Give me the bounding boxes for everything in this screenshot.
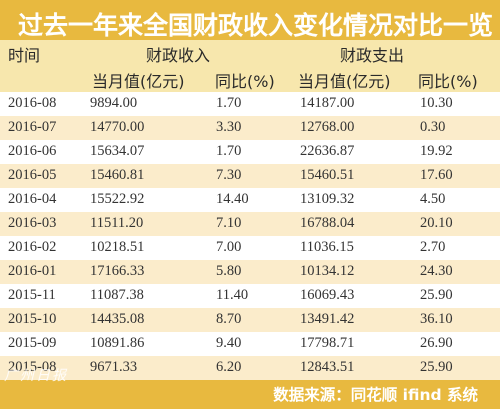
cell-rev-yoy: 8.70 [216,311,242,327]
cell-rev-yoy: 6.20 [216,359,242,375]
header-expenditure-group: 财政支出 [340,46,405,65]
cell-rev: 15522.92 [90,191,145,207]
cell-exp: 14187.00 [300,95,355,111]
cell-rev: 17166.33 [90,263,145,279]
cell-rev: 9894.00 [90,95,138,111]
cell-exp: 16069.43 [300,287,355,303]
header-revenue-group: 财政收入 [146,46,211,65]
table-row: 2016-06 15634.07 1.70 22636.87 19.92 [0,140,500,164]
cell-time: 2016-04 [8,191,57,207]
cell-time: 2016-02 [8,239,57,255]
cell-rev-yoy: 7.30 [216,167,242,183]
cell-exp-yoy: 19.92 [420,143,453,159]
cell-rev: 15460.81 [90,167,145,183]
data-source: 数据来源：同花顺 ifind 系统 [273,386,478,404]
cell-exp: 16788.04 [300,215,355,231]
cell-rev: 14770.00 [90,119,145,135]
table-row: 2016-03 11511.20 7.10 16788.04 20.10 [0,212,500,236]
cell-rev-yoy: 7.10 [216,215,242,231]
table-row: 2015-08 9671.33 6.20 12843.51 25.90 [0,356,500,380]
cell-rev-yoy: 7.00 [216,239,242,255]
table-row: 2016-05 15460.81 7.30 15460.51 17.60 [0,164,500,188]
table-row: 2016-08 9894.00 1.70 14187.00 10.30 [0,92,500,116]
header-expenditure-yoy: 同比(%) [418,72,478,91]
cell-exp-yoy: 20.10 [420,215,453,231]
table-row: 2015-09 10891.86 9.40 17798.71 26.90 [0,332,500,356]
cell-exp-yoy: 25.90 [420,287,453,303]
cell-rev: 11511.20 [90,215,144,231]
cell-exp: 13109.32 [300,191,355,207]
cell-exp: 10134.12 [300,263,355,279]
cell-exp-yoy: 2.70 [420,239,446,255]
cell-time: 2015-10 [8,311,57,327]
cell-exp-yoy: 4.50 [420,191,446,207]
title-banner [0,0,500,40]
header-time: 时间 [8,46,41,65]
table-row: 2015-10 14435.08 8.70 13491.42 36.10 [0,308,500,332]
cell-rev: 10891.86 [90,335,145,351]
cell-time: 2016-05 [8,167,57,183]
cell-rev: 9671.33 [90,359,138,375]
table-row: 2016-07 14770.00 3.30 12768.00 0.30 [0,116,500,140]
cell-exp-yoy: 17.60 [420,167,453,183]
cell-exp-yoy: 10.30 [420,95,453,111]
cell-exp-yoy: 0.30 [420,119,446,135]
cell-exp-yoy: 36.10 [420,311,453,327]
cell-time: 2016-01 [8,263,57,279]
cell-exp: 12768.00 [300,119,355,135]
cell-exp: 17798.71 [300,335,355,351]
table-row: 2016-04 15522.92 14.40 13109.32 4.50 [0,188,500,212]
cell-rev-yoy: 1.70 [216,95,242,111]
cell-rev: 15634.07 [90,143,145,159]
header-row-1: 时间 财政收入 财政支出 [0,40,500,65]
cell-time: 2016-07 [8,119,57,135]
cell-time: 2015-09 [8,335,57,351]
cell-time: 2015-08 [8,359,57,375]
cell-rev-yoy: 5.80 [216,263,242,279]
footer-banner [0,380,500,409]
cell-time: 2016-08 [8,95,57,111]
cell-rev: 14435.08 [90,311,145,327]
cell-rev: 11087.38 [90,287,144,303]
header-expenditure-value: 当月值(亿元) [298,72,391,91]
watermark-logo: 广州日报 [4,368,68,384]
cell-exp-yoy: 25.90 [420,359,453,375]
cell-exp: 12843.51 [300,359,355,375]
cell-exp: 11036.15 [300,239,354,255]
cell-rev-yoy: 1.70 [216,143,242,159]
cell-rev-yoy: 11.40 [216,287,249,303]
table-row: 2015-11 11087.38 11.40 16069.43 25.90 [0,284,500,308]
table-row: 2016-01 17166.33 5.80 10134.12 24.30 [0,260,500,284]
cell-time: 2016-03 [8,215,57,231]
cell-exp-yoy: 24.30 [420,263,453,279]
cell-rev: 10218.51 [90,239,145,255]
cell-time: 2015-11 [8,287,56,303]
header-revenue-value: 当月值(亿元) [92,72,185,91]
cell-time: 2016-06 [8,143,57,159]
cell-rev-yoy: 9.40 [216,335,242,351]
page-title: 过去一年来全国财政收入变化情况对比一览 [18,11,494,40]
cell-rev-yoy: 3.30 [216,119,242,135]
table-row: 2016-02 10218.51 7.00 11036.15 2.70 [0,236,500,260]
cell-exp-yoy: 26.90 [420,335,453,351]
cell-exp: 22636.87 [300,143,355,159]
header-revenue-yoy: 同比(%) [215,72,275,91]
cell-exp: 13491.42 [300,311,355,327]
cell-rev-yoy: 14.40 [216,191,249,207]
cell-exp: 15460.51 [300,167,355,183]
header-row-2: 当月值(亿元) 同比(%) 当月值(亿元) 同比(%) [0,64,500,92]
